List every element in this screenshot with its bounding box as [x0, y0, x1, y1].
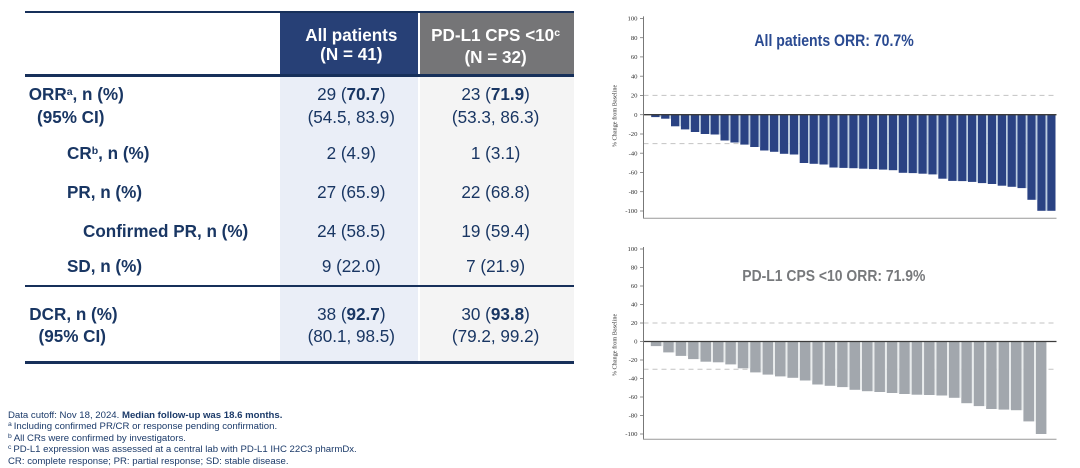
svg-text:-20: -20 — [629, 357, 639, 364]
svg-text:80: 80 — [631, 265, 638, 272]
svg-text:% Change from Baseline: % Change from Baseline — [612, 314, 619, 377]
svg-text:-80: -80 — [629, 413, 639, 420]
svg-text:% Change from Baseline: % Change from Baseline — [612, 85, 619, 148]
svg-text:-60: -60 — [629, 394, 639, 401]
svg-text:0: 0 — [634, 112, 638, 119]
svg-text:60: 60 — [631, 54, 638, 61]
svg-text:20: 20 — [631, 320, 638, 327]
svg-text:80: 80 — [631, 35, 638, 42]
svg-text:-20: -20 — [629, 131, 639, 138]
svg-text:20: 20 — [631, 93, 638, 100]
svg-text:100: 100 — [627, 246, 638, 253]
svg-text:-60: -60 — [629, 170, 639, 177]
svg-text:All patients ORR: 70.7%: All patients ORR: 70.7% — [754, 31, 914, 50]
svg-text:40: 40 — [631, 302, 638, 309]
svg-text:-40: -40 — [629, 376, 639, 383]
svg-text:PD-L1 CPS <10 ORR: 71.9%: PD-L1 CPS <10 ORR: 71.9% — [742, 268, 925, 285]
svg-text:60: 60 — [631, 283, 638, 290]
svg-text:0: 0 — [634, 339, 638, 346]
svg-text:40: 40 — [631, 73, 638, 80]
svg-text:100: 100 — [627, 16, 638, 23]
svg-text:-100: -100 — [625, 208, 638, 215]
svg-text:-40: -40 — [629, 150, 639, 157]
svg-text:-100: -100 — [625, 431, 638, 438]
svg-text:-80: -80 — [629, 189, 639, 196]
